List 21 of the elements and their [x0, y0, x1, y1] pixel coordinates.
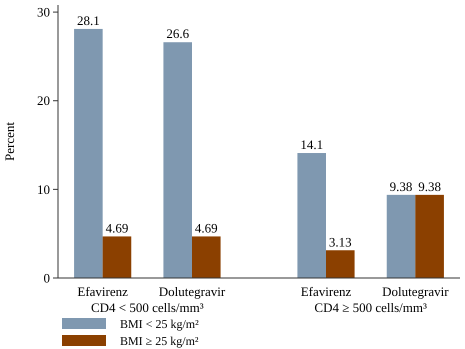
legend-label: BMI < 25 kg/m²	[120, 317, 200, 331]
text: CD4 ≥ 500 cells/mm³	[314, 300, 428, 315]
data-label: 14.1	[300, 137, 324, 152]
y-tick-label: 20	[37, 93, 50, 108]
data-label: 26.6	[166, 26, 190, 42]
y-tick-label: 0	[44, 270, 50, 286]
x-tick-label: Dolutegravir	[158, 284, 226, 299]
y-axis-title: Percent	[2, 122, 17, 161]
data-label: 9.38	[418, 178, 441, 194]
data-label: 28.1	[77, 12, 100, 28]
x-tick-label: Efavirenz	[77, 284, 128, 299]
legend-label: BMI ≥ 25 kg/m²	[120, 334, 199, 348]
data-label: 9.38	[390, 178, 412, 194]
data-label: 3.13	[328, 234, 352, 250]
text: CD4 < 500 cells/mm³	[90, 300, 204, 315]
x-tick-label: Dolutegravir	[382, 284, 450, 299]
data-label: 4.69	[194, 220, 218, 236]
y-tick-label: 10	[37, 182, 50, 197]
y-tick-label: 30	[37, 4, 50, 20]
x-tick-label: Efavirenz	[300, 284, 352, 299]
data-label: 4.69	[106, 220, 128, 236]
